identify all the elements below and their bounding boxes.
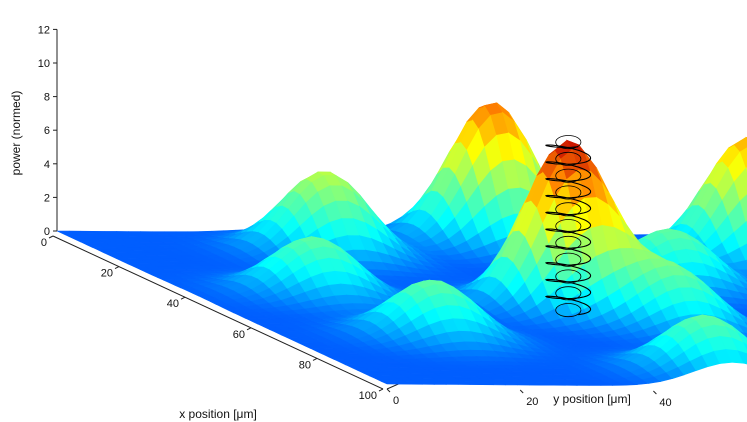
surface-cell: [733, 167, 747, 202]
z-tick-label: 10: [38, 58, 50, 70]
trajectory-ring: [555, 252, 582, 267]
beam-trajectory: [544, 135, 592, 318]
surface-cell: [739, 312, 747, 316]
z-tick-label: 6: [44, 125, 50, 137]
trajectory-ring: [555, 202, 582, 217]
surface-cell: [733, 272, 747, 285]
trajectory-ring: [555, 235, 582, 250]
z-tick-label: 12: [38, 24, 50, 36]
surface-cell: [731, 325, 747, 340]
trajectory-spiral: [544, 144, 592, 316]
tick-labels: 024681012020406080100020406080100: [38, 24, 672, 409]
surface-cell: [733, 136, 747, 153]
x-tick-mark: [48, 235, 54, 239]
surface-cell: [744, 321, 747, 326]
trajectory-ring: [555, 269, 582, 284]
trajectory-ring: [555, 286, 582, 301]
z-tick-label: 4: [44, 159, 50, 171]
x-tick-label: 80: [299, 359, 311, 371]
surface-cell: [732, 315, 747, 329]
x-tick-label: 20: [101, 268, 113, 280]
surface-cell: [739, 147, 747, 169]
surface-cell: [739, 243, 747, 261]
surface-cell: [739, 269, 747, 276]
x-tick-label: 40: [167, 298, 179, 310]
x-tick-label: 100: [359, 390, 377, 402]
x-axis-line: [52, 235, 384, 390]
surface-cell: [743, 342, 747, 350]
y-tick-label: 40: [659, 397, 671, 409]
trajectory-ring: [555, 303, 582, 318]
trajectory-ring: [555, 151, 582, 166]
x-tick-mark: [312, 357, 318, 361]
x-axis-label: x position [μm]: [179, 407, 257, 421]
surface-cell: [739, 280, 747, 290]
surface-cell: [732, 308, 747, 321]
surface-cell: [732, 283, 747, 295]
z-tick-label: 2: [44, 192, 50, 204]
surface-cell: [743, 332, 747, 337]
surface-cell: [737, 350, 747, 365]
surface-mesh: [56, 102, 747, 386]
y-tick-label: 0: [393, 395, 399, 407]
surface-cell: [739, 274, 747, 282]
x-tick-label: 0: [41, 237, 47, 249]
y-tick-mark: [653, 390, 657, 395]
surface-cell: [733, 221, 747, 249]
surface-cell: [739, 194, 747, 223]
y-axis-label: y position [μm]: [553, 392, 631, 406]
x-tick-mark: [180, 296, 186, 300]
y-tick-mark: [386, 388, 391, 393]
trajectory-ring: [555, 168, 582, 183]
z-tick-label: 8: [44, 92, 50, 104]
surface-cell: [737, 332, 747, 346]
x-tick-mark: [246, 327, 252, 331]
trajectory-ring: [555, 185, 582, 200]
surface-cell: [732, 297, 747, 306]
surface-cell: [738, 291, 747, 301]
z-tick-label: 0: [44, 226, 50, 238]
surface-cell: [733, 259, 747, 271]
z-axis-label: power (normed): [9, 91, 23, 176]
y-tick-mark: [519, 389, 524, 394]
surface-cell: [744, 316, 747, 320]
surface-cell: [738, 303, 747, 310]
trajectory-ring: [555, 219, 582, 234]
x-tick-mark: [114, 266, 120, 270]
x-tick-mark: [378, 388, 384, 392]
x-tick-label: 60: [233, 329, 245, 341]
surface-cell: [732, 308, 747, 313]
surface-cell: [731, 337, 747, 354]
trajectory-ring: [555, 135, 582, 150]
surface-cell: [743, 335, 747, 340]
y-tick-label: 20: [526, 396, 538, 408]
